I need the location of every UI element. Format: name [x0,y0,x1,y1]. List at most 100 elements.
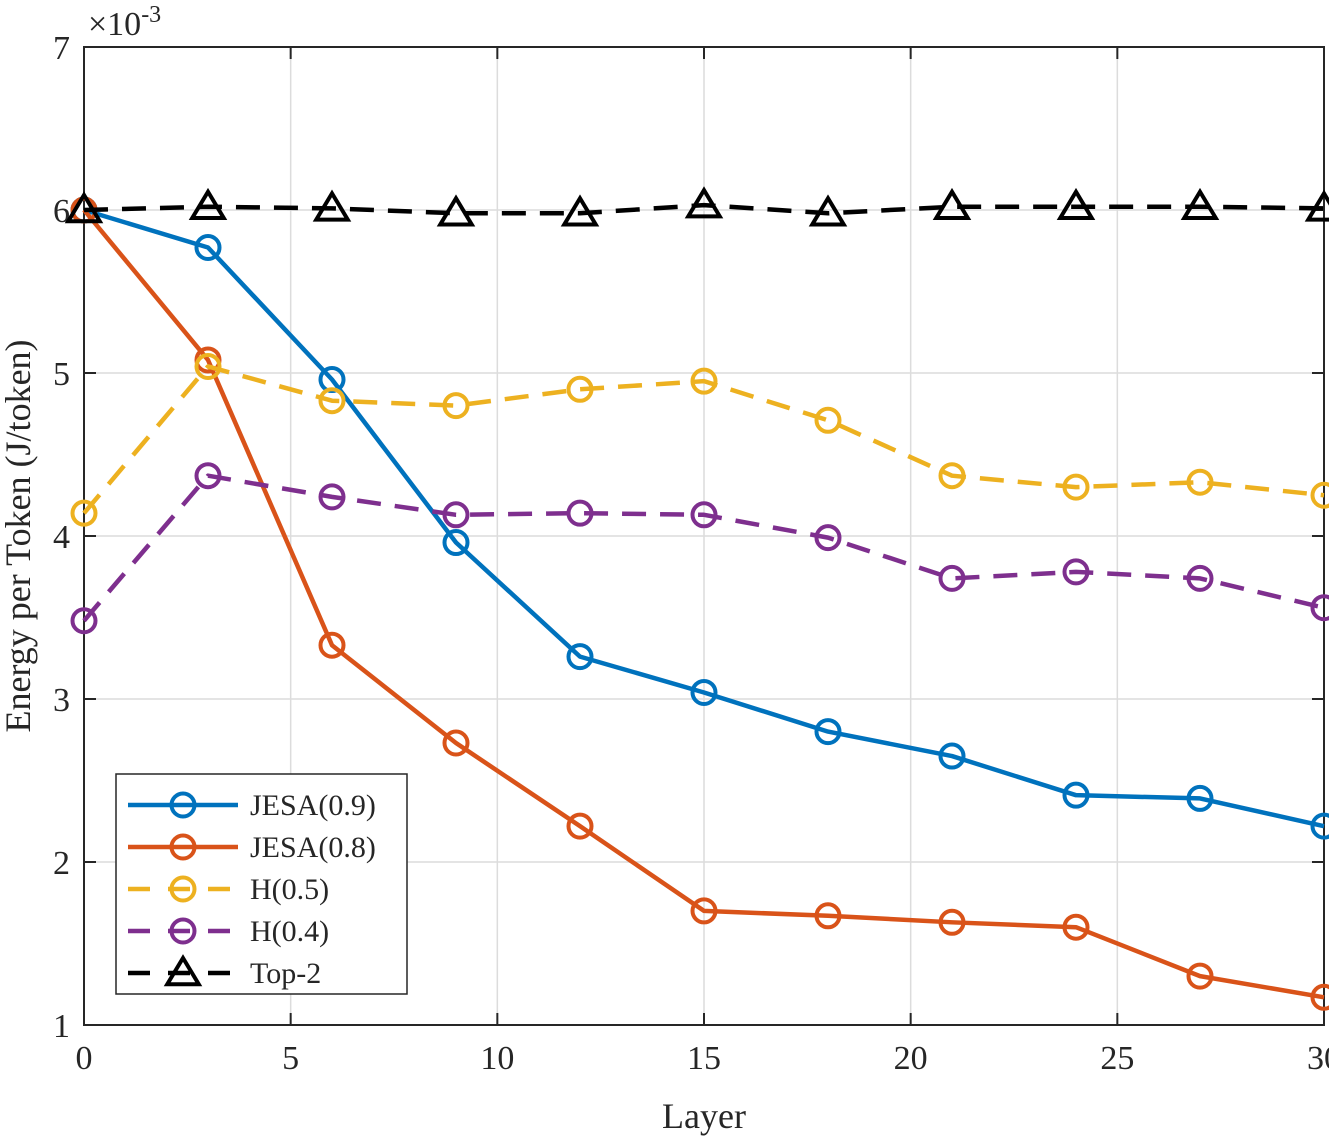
series-line [82,364,1325,515]
data-point-marker [194,233,222,261]
data-point-marker [1310,481,1329,509]
legend: JESA(0.9) JESA(0.8) H(0.5) H(0.4) Top-2 [115,773,408,995]
data-point-marker [690,678,718,706]
y-multiplier-text: ×10 [88,6,141,43]
x-tick-label: 15 [687,1040,721,1077]
data-point-marker [188,187,228,220]
legend-entry: JESA(0.9) [128,789,376,822]
data-point-marker [194,462,222,490]
x-tick-label: 30 [1307,1040,1329,1077]
data-point-marker [566,375,594,403]
data-point-marker [938,462,966,490]
data-point-marker [442,501,470,529]
x-tick-label: 10 [480,1040,514,1077]
series-jesa-0-8 [70,196,1329,1011]
data-point-marker [814,406,842,434]
y-tick-label: 1 [53,1008,70,1045]
data-point-marker [690,367,718,395]
data-point-marker [938,908,966,936]
data-point-marker [814,718,842,746]
legend-marker [169,875,197,903]
data-point-marker [1056,187,1096,220]
data-point-marker [1310,594,1329,622]
data-point-marker [684,186,724,219]
data-point-marker [1186,564,1214,592]
legend-label: H(0.4) [250,915,329,948]
data-point-marker [1304,189,1329,222]
y-tick-label: 7 [53,30,70,67]
legend-label: H(0.5) [250,873,329,906]
y-tick-label: 5 [53,356,70,393]
data-point-marker [442,529,470,557]
legend-marker [169,833,197,861]
data-point-marker [1186,784,1214,812]
data-point-marker [566,499,594,527]
y-tick-label: 2 [53,845,70,882]
data-point-marker [690,897,718,925]
data-point-marker [814,902,842,930]
data-point-marker [1062,781,1090,809]
data-point-marker [318,631,346,659]
data-point-marker [808,194,848,227]
data-point-marker [560,194,600,227]
series-line [82,473,1325,623]
data-point-marker [442,392,470,420]
data-point-marker [932,187,972,220]
data-point-marker [1186,468,1214,496]
legend-entry: H(0.4) [128,915,329,948]
data-point-marker [312,189,352,222]
series-jesa-0-9 [70,196,1329,840]
data-point-marker [70,607,98,635]
data-point-marker [938,564,966,592]
data-point-marker [1062,913,1090,941]
data-point-marker [70,499,98,527]
legend-entry: Top-2 [128,954,321,990]
series-line [82,208,1325,1000]
legend-box [115,773,408,995]
data-point-marker [442,729,470,757]
data-point-marker [318,483,346,511]
x-tick-label: 25 [1100,1040,1134,1077]
legend-entry: JESA(0.8) [128,831,376,864]
series-line [83,202,1325,216]
data-point-marker [814,524,842,552]
series-top-2 [64,186,1329,227]
data-point-marker [1310,812,1329,840]
y-exponent-text: -3 [141,2,161,28]
data-point-marker [938,742,966,770]
x-tick-label: 5 [282,1040,299,1077]
data-point-marker [566,643,594,671]
data-point-marker [194,352,222,380]
legend-entry: H(0.5) [128,873,329,906]
legend-label: JESA(0.8) [250,831,376,864]
series-h-0-5 [70,352,1329,527]
series-line [83,207,1325,829]
data-point-marker [1062,473,1090,501]
series-lines [64,186,1329,1011]
data-point-marker [1180,187,1220,220]
data-point-marker [1062,558,1090,586]
legend-label: JESA(0.9) [250,789,376,822]
data-point-marker [436,194,476,227]
data-point-marker [318,387,346,415]
y-tick-label: 3 [53,682,70,719]
series-h-0-4 [70,462,1329,635]
data-point-marker [1186,962,1214,990]
x-tick-label: 0 [76,1040,93,1077]
y-tick-label: 6 [53,193,70,230]
legend-marker [163,954,203,987]
data-point-marker [64,191,104,224]
x-tick-label: 20 [894,1040,928,1077]
data-point-marker [566,812,594,840]
data-point-marker [1310,983,1329,1011]
legend-marker [169,791,197,819]
y-exponent-label: ×10-3 [88,2,161,43]
x-axis-label: Layer [662,1096,746,1136]
legend-marker [169,917,197,945]
y-axis-label: Energy per Token (J/token) [0,339,38,732]
data-point-marker [690,501,718,529]
ticks: 0 5 10 15 20 25 30 1 2 3 4 5 6 7 [53,30,1329,1077]
y-tick-label: 4 [53,519,70,556]
legend-label: Top-2 [250,957,321,990]
